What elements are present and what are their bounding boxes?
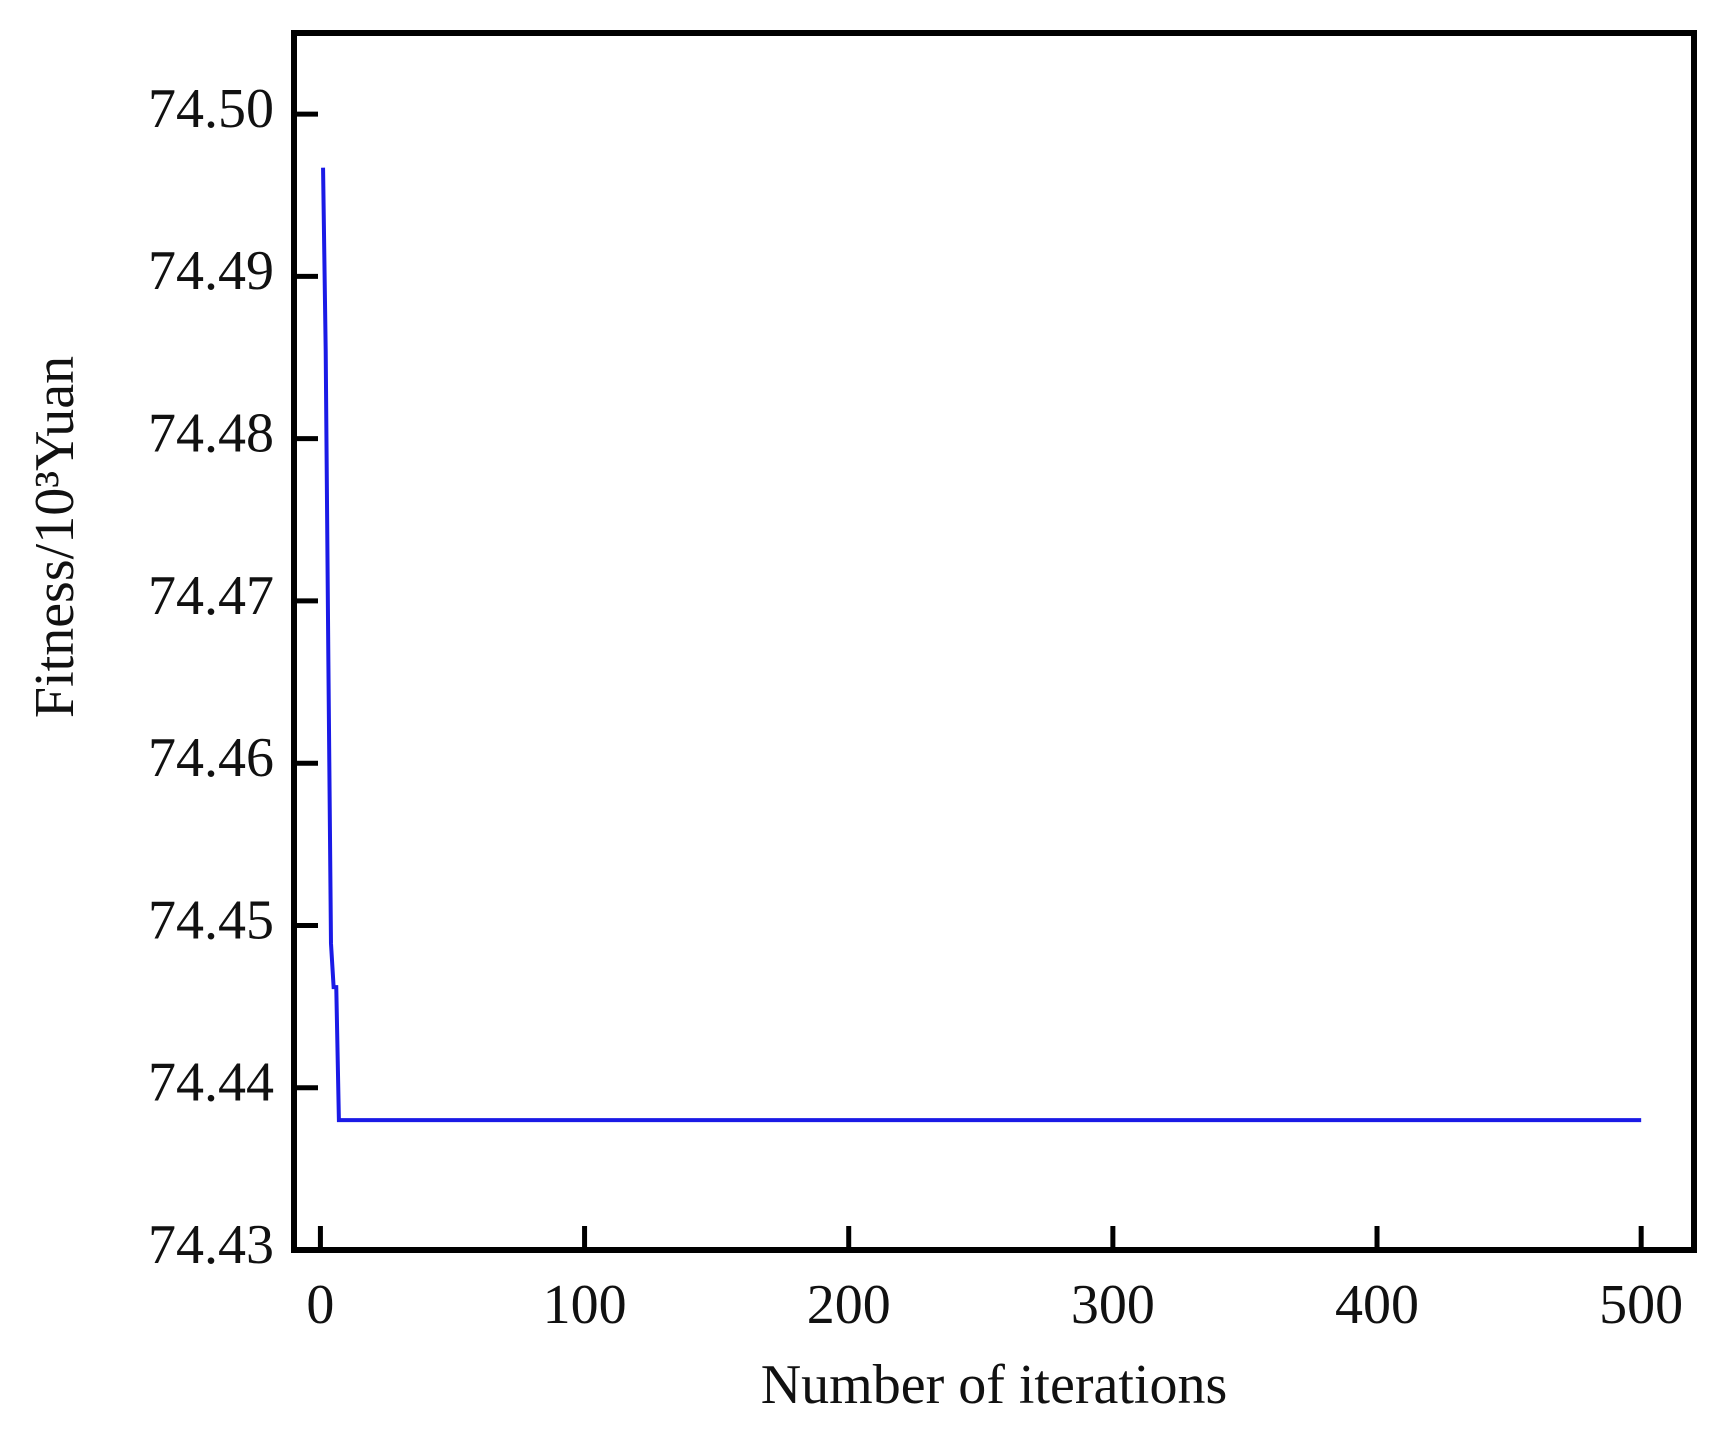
y-tick-label: 74.49: [148, 240, 274, 302]
x-tick-label: 500: [1599, 1274, 1683, 1336]
x-tick-label: 300: [1071, 1274, 1155, 1336]
y-tick-label: 74.44: [148, 1052, 274, 1114]
x-tick-label: 200: [807, 1274, 891, 1336]
y-tick-label: 74.45: [148, 889, 274, 951]
x-tick-label: 400: [1335, 1274, 1419, 1336]
y-axis-label: Fitness/10³Yuan: [24, 356, 86, 718]
x-tick-label: 100: [543, 1274, 627, 1336]
x-tick-label: 0: [306, 1274, 334, 1336]
y-tick-label: 74.46: [148, 727, 274, 789]
y-tick-label: 74.47: [148, 565, 274, 627]
y-tick-label: 74.50: [148, 78, 274, 140]
y-tick-label: 74.43: [148, 1214, 274, 1276]
y-tick-label: 74.48: [148, 403, 274, 465]
data-line: [321, 167, 1642, 1123]
x-axis-label: Number of iterations: [761, 1354, 1228, 1416]
plot-frame: [291, 30, 1697, 1253]
